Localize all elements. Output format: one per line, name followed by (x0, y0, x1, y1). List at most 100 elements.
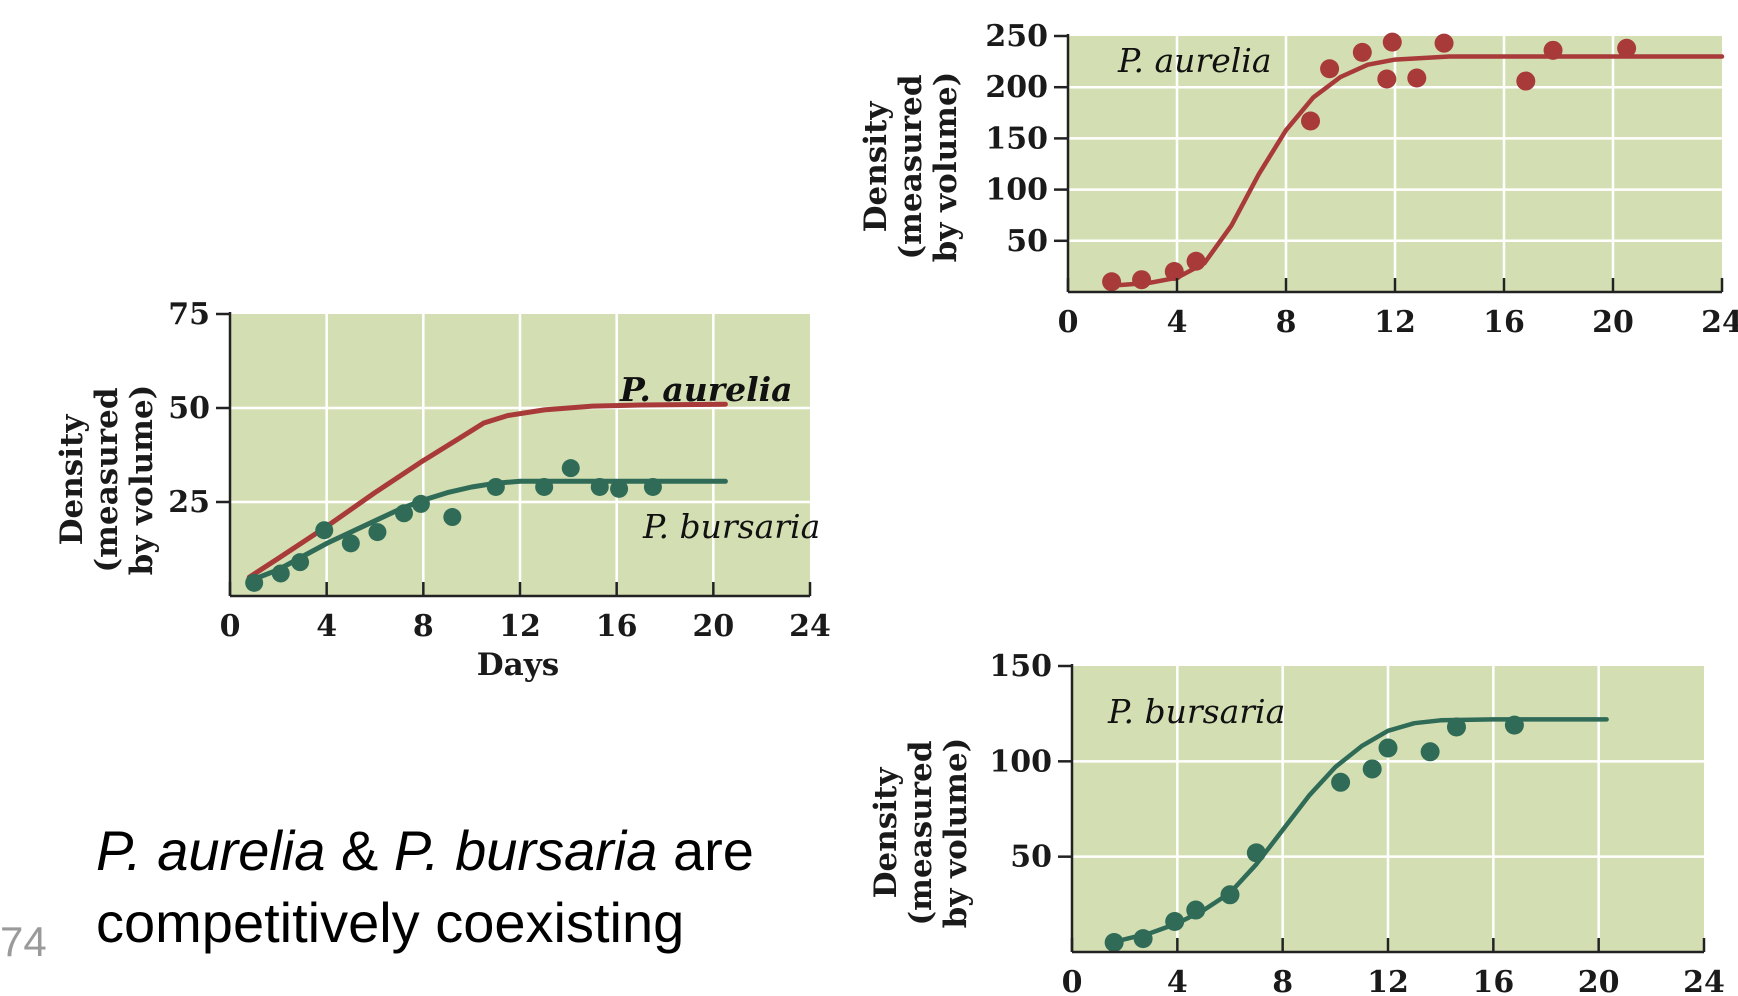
data-point-p-aurelia (1352, 42, 1372, 62)
curves (1106, 54, 1725, 289)
grid (1072, 666, 1704, 952)
chart-bursaria-alone: 0 4 8 12 16 20 24 50 100 150 Density (measured by… (868, 649, 1725, 996)
data-point-p-aurelia (1434, 33, 1454, 53)
caption-ampersand: & (325, 819, 394, 882)
x-tick-label: 0 (1062, 965, 1083, 996)
tick-labels: 0 4 8 12 16 20 24 50 100 150 (989, 649, 1725, 996)
y-tick-label: 50 (1010, 840, 1052, 875)
axis-titles: Density (measured by volume) (868, 738, 974, 929)
data-point-p-bursaria (271, 564, 290, 583)
data-point-p-bursaria (443, 508, 462, 527)
data-point-p-aurelia (1132, 270, 1152, 290)
tick-labels: 0 4 8 12 16 20 24 50 100 150 200 250 (985, 19, 1738, 340)
data-point-p-aurelia (1164, 262, 1184, 282)
axis-titles: Density (measured by volume) (858, 72, 964, 263)
x-tick-label: 12 (1367, 965, 1409, 996)
y-axis-title-line-1: Density (868, 767, 904, 899)
series-label-bursaria: P. bursaria (1107, 692, 1285, 731)
data-point-p-bursaria (1220, 885, 1240, 905)
x-tick-label: 0 (220, 609, 241, 644)
x-tick-label: 12 (499, 609, 541, 644)
x-tick-label: 24 (1701, 305, 1738, 340)
data-point-p-bursaria (395, 504, 413, 523)
x-tick-label: 16 (1483, 305, 1525, 340)
caption-species-b: P. bursaria (393, 819, 658, 882)
y-axis-title-line-3: by volume) (938, 738, 974, 929)
data-point-p-bursaria (1362, 759, 1382, 779)
x-tick-label: 16 (596, 609, 638, 644)
x-tick-label: 8 (1272, 965, 1293, 996)
x-tick-label: 4 (316, 609, 337, 644)
caption-tail: are (657, 819, 754, 882)
y-axis-title-line-3: by volume) (124, 385, 160, 576)
y-tick-label: 75 (168, 297, 210, 332)
series-label-aurelia: P. aurelia (619, 370, 793, 409)
chart-mixed-culture: 0 4 8 12 16 20 24 25 50 75 Days Density (measured… (54, 297, 831, 683)
data-point-p-bursaria (368, 523, 387, 542)
data-point-p-aurelia (1516, 71, 1536, 91)
y-axis-title-line-1: Density (54, 414, 90, 546)
x-tick-label: 20 (692, 609, 734, 644)
x-tick-label: 16 (1472, 965, 1514, 996)
data-point-p-bursaria (411, 494, 430, 513)
points (245, 459, 662, 592)
data-point-p-bursaria (535, 477, 554, 496)
x-tick-label: 24 (789, 609, 831, 644)
x-tick-label: 20 (1578, 965, 1620, 996)
x-tick-label: 8 (1276, 305, 1297, 340)
data-point-p-bursaria (486, 477, 505, 496)
data-point-p-aurelia (1301, 111, 1321, 131)
data-point-p-bursaria (1420, 742, 1440, 762)
axes (1058, 664, 1706, 954)
data-point-p-bursaria (245, 573, 264, 592)
axes (1054, 34, 1724, 294)
data-point-p-aurelia (1382, 32, 1402, 52)
data-point-p-aurelia (1543, 40, 1563, 60)
data-point-p-bursaria (1504, 715, 1524, 735)
data-point-p-bursaria (1104, 932, 1124, 952)
y-tick-label: 25 (168, 485, 210, 520)
x-tick-label: 4 (1167, 305, 1188, 340)
slide-number: 74 (0, 918, 47, 965)
data-point-p-bursaria (1246, 843, 1266, 863)
x-tick-label: 8 (413, 609, 434, 644)
y-axis-title-line-3: by volume) (928, 72, 964, 263)
points (1104, 715, 1524, 952)
caption: P. aurelia & P. bursaria are competitive… (96, 815, 856, 959)
data-point-p-bursaria (590, 477, 609, 496)
y-tick-label: 150 (989, 649, 1052, 684)
curve-p-bursaria (1109, 717, 1609, 945)
tick-labels: 0 4 8 12 16 20 24 25 50 75 (168, 297, 831, 644)
x-tick-label: 20 (1592, 305, 1634, 340)
series-label-bursaria: P. bursaria (642, 507, 820, 546)
curve-p-aurelia (1106, 54, 1725, 289)
y-tick-label: 50 (1006, 224, 1048, 259)
data-point-p-bursaria (1165, 911, 1185, 931)
data-point-p-aurelia (1320, 59, 1340, 79)
y-tick-label: 250 (985, 19, 1048, 54)
axis-titles: Days Density (measured by volume) (54, 385, 559, 683)
data-point-p-bursaria (1186, 900, 1206, 920)
points (1102, 32, 1637, 292)
data-point-p-bursaria (291, 553, 310, 572)
y-tick-label: 150 (985, 121, 1048, 156)
chart-aurelia-alone: 0 4 8 12 16 20 24 50 100 150 200 250 Density (measu… (858, 19, 1738, 340)
axes (216, 312, 812, 598)
data-point-p-bursaria (315, 521, 334, 540)
data-point-p-aurelia (1407, 68, 1427, 88)
y-axis-title-line-2: (measured (903, 740, 939, 925)
y-tick-label: 100 (985, 173, 1048, 208)
x-tick-label: 24 (1683, 965, 1725, 996)
data-point-p-bursaria (610, 479, 629, 498)
x-tick-label: 0 (1058, 305, 1079, 340)
x-tick-label: 12 (1374, 305, 1416, 340)
data-point-p-aurelia (1377, 69, 1397, 89)
caption-species-a: P. aurelia (96, 819, 326, 882)
data-point-p-bursaria (643, 477, 662, 496)
y-axis-title-line-1: Density (858, 101, 894, 233)
data-point-p-aurelia (1186, 251, 1206, 271)
data-point-p-bursaria (341, 534, 360, 553)
y-tick-label: 50 (168, 391, 210, 426)
